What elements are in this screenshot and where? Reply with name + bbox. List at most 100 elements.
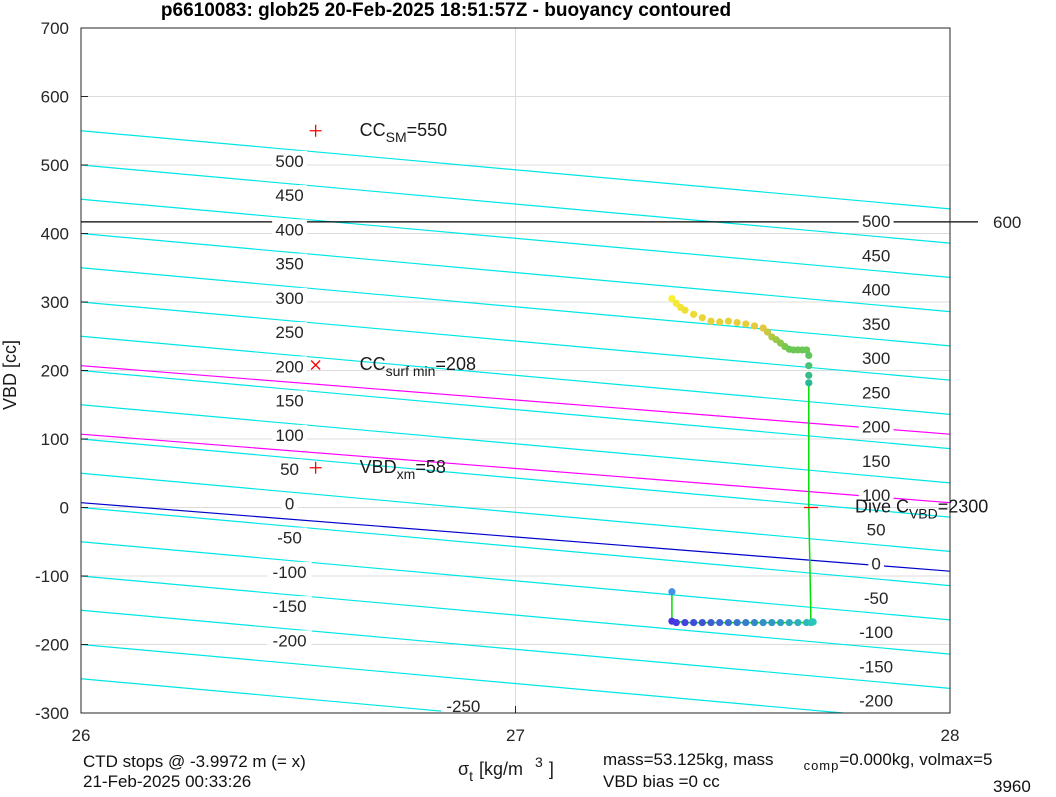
y-tick-label: 600: [41, 88, 69, 107]
data-point: [803, 346, 811, 354]
data-point: [805, 351, 813, 360]
data-point: [668, 588, 676, 596]
data-point: [759, 618, 767, 627]
data-point: [681, 618, 689, 627]
data-point: [785, 618, 793, 627]
contour-label-right: 250: [862, 383, 890, 402]
x-axis-label-sub: t: [469, 768, 473, 784]
contour-label-right: 0: [871, 555, 880, 574]
contour-lines: [81, 130, 950, 713]
marker-label-sub: VBD: [909, 506, 938, 522]
footer-ctd-stops: CTD stops @ -3.9972 m (= x): [83, 752, 306, 771]
marker-label: CCsurf min=208: [360, 354, 476, 379]
contour-label-right: 500: [862, 212, 890, 231]
contour-label-left-bg: [272, 253, 307, 274]
plus-marker: [309, 461, 322, 474]
footer-mass: mass=53.125kg, mass comp=0.000kg, volmax=…: [603, 750, 992, 773]
footer-comp-sub: comp: [803, 758, 840, 773]
contour-label-left-bg: [272, 219, 307, 240]
data-point: [716, 318, 724, 326]
contour-label-left-bg: [272, 150, 307, 171]
data-point: [733, 318, 741, 327]
dive-path: [671, 382, 812, 624]
contour-label-left-bg: [276, 459, 303, 480]
contour-label-bottom: -250: [446, 697, 480, 716]
data-point: [750, 322, 759, 330]
data-point: [681, 306, 689, 314]
contour-label-right: 200: [862, 418, 890, 437]
contour-label-right: -100: [859, 623, 893, 642]
data-points: [668, 294, 817, 627]
data-point: [707, 618, 715, 627]
contour-label-left-bg: [272, 356, 307, 377]
marker-label-value: =58: [415, 457, 446, 477]
marker-label-value: =2300: [938, 497, 989, 517]
contour-line: [81, 438, 950, 518]
x-axis-label-unit: [kg/m: [479, 759, 523, 779]
contour-label-left: -100: [273, 563, 307, 582]
contour-line: [81, 643, 850, 713]
contour-label-left: 150: [275, 392, 303, 411]
contour-line: [81, 198, 950, 278]
x-axis-label: σt [kg/m 3]: [458, 754, 554, 784]
y-tick-label: -200: [35, 636, 69, 655]
data-point: [805, 371, 813, 379]
y-tick-label: 700: [41, 19, 69, 38]
marker-label-sub: surf min: [386, 363, 436, 379]
blue-line: [81, 502, 950, 572]
y-tick-label: 400: [41, 225, 69, 244]
path-layer: [671, 382, 812, 624]
footer-vbd-bias: VBD bias =0 cc: [603, 772, 720, 791]
contour-label-left-bg: [272, 390, 307, 411]
data-point: [768, 618, 776, 627]
contour-line: [81, 335, 950, 415]
data-point: [690, 310, 698, 318]
y-tick-label: 0: [60, 499, 69, 518]
contour-line: [81, 678, 469, 713]
marker-label: VBDxm=58: [360, 457, 446, 482]
x-marker: [310, 360, 321, 370]
contour-line: [81, 609, 950, 689]
data-point: [776, 618, 785, 627]
contour-label-left-bg: [272, 322, 307, 343]
contour-label-left-bg: [272, 287, 307, 308]
contour-label-left: 350: [275, 255, 303, 274]
data-point: [698, 314, 706, 322]
contour-label-left: 400: [275, 220, 303, 239]
contour-label-bottom-bg: [441, 696, 486, 717]
contour-label-left: 50: [280, 460, 299, 479]
contour-label-right-bg: [858, 382, 894, 403]
x-tick-label: 26: [72, 726, 91, 745]
contour-line: [81, 575, 950, 655]
y-tick-label: 300: [41, 293, 69, 312]
contour-label-right: 450: [862, 246, 890, 265]
data-point: [794, 618, 802, 627]
contour-line: [81, 541, 950, 621]
footer-timestamp: 21-Feb-2025 00:33:26: [83, 772, 252, 791]
contour-label-right: 300: [862, 349, 890, 368]
marker-label: CCSM=550: [360, 120, 448, 145]
contour-label-right-bg: [858, 348, 894, 369]
data-point: [805, 379, 813, 387]
footer-right-number: 3960: [993, 777, 1031, 796]
contour-label-right: -150: [859, 657, 893, 676]
y-tick-label: 500: [41, 156, 69, 175]
contour-label-left-bg: [267, 630, 312, 651]
data-point: [733, 618, 741, 627]
data-point: [690, 618, 698, 627]
data-point: [805, 362, 813, 370]
footer-comp-rest: =0.000kg, volmax=5: [839, 750, 993, 769]
contour-label-right-bg: [858, 279, 894, 300]
contour-label-right: 100: [862, 486, 890, 505]
data-point: [707, 317, 715, 325]
contour-label-left: -50: [277, 529, 302, 548]
contour-label-left: 200: [275, 357, 303, 376]
magenta-line: [81, 365, 950, 435]
contour-label-right: 350: [862, 315, 890, 334]
contour-label-left: 250: [275, 323, 303, 342]
contour-label-left: -200: [273, 631, 307, 650]
chart-title: p6610083: glob25 20-Feb-2025 18:51:57Z -…: [161, 0, 731, 21]
marker-label-main: Dive C: [855, 497, 909, 517]
